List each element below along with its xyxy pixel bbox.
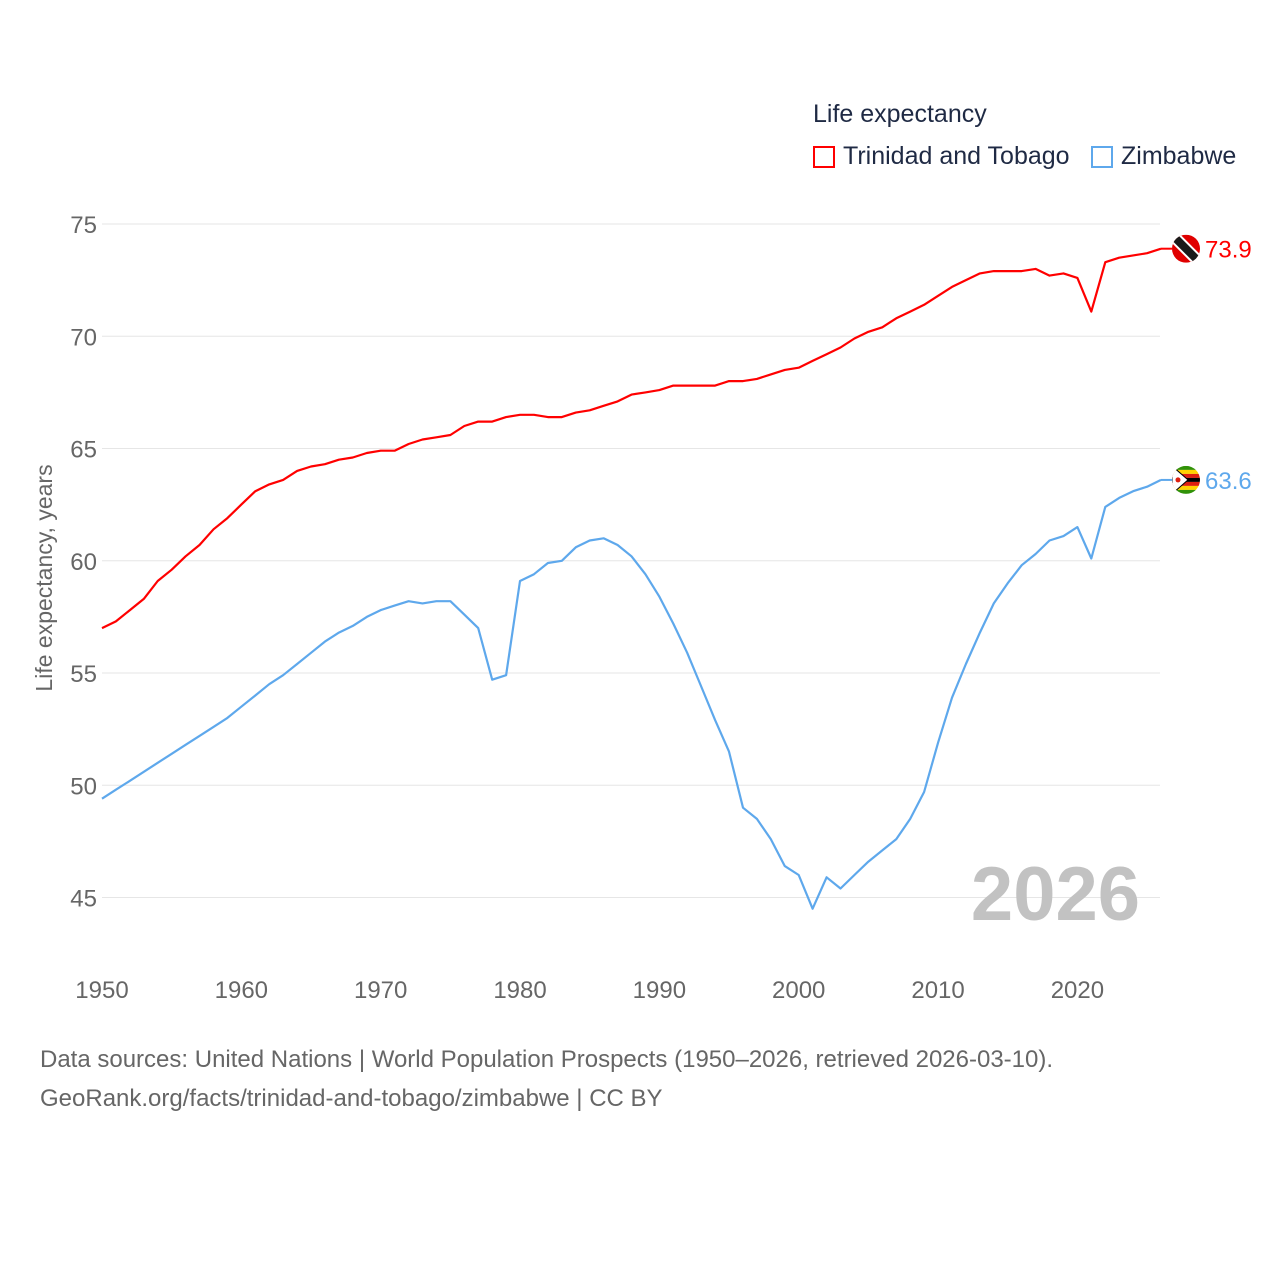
x-tick-label: 1960: [215, 977, 268, 1004]
legend-item-trinidad[interactable]: Trinidad and Tobago: [813, 142, 1070, 171]
series-line-zimbabwe: [101, 478, 1162, 910]
zimbabwe-flag-icon: [1172, 465, 1200, 494]
legend-label: Zimbabwe: [1121, 142, 1237, 170]
legend-label: Trinidad and Tobago: [843, 142, 1070, 170]
y-tick-label: 75: [70, 212, 97, 239]
trinidad-flag-icon: [1172, 234, 1200, 263]
x-tick-label: 1970: [354, 977, 407, 1004]
y-tick-label: 70: [70, 324, 97, 351]
end-value-label: 63.6: [1205, 468, 1252, 495]
end-value-label: 73.9: [1205, 237, 1252, 264]
y-tick-label: 55: [70, 661, 97, 688]
y-axis-label: Life expectancy, years: [31, 464, 57, 691]
legend-item-zimbabwe[interactable]: Zimbabwe: [1091, 142, 1236, 171]
legend-title: Life expectancy: [813, 100, 987, 128]
x-tick-label: 2000: [772, 977, 825, 1004]
legend-swatch: [1091, 145, 1113, 168]
x-tick-label: 2010: [911, 977, 964, 1004]
data-source-text: Data sources: United Nations | World Pop…: [40, 1046, 1054, 1073]
y-tick-label: 65: [70, 437, 97, 464]
y-tick-label: 50: [70, 773, 97, 800]
legend-swatch: [813, 145, 835, 168]
x-tick-label: 1980: [493, 977, 546, 1004]
y-tick-label: 60: [70, 549, 97, 576]
y-tick-label: 45: [70, 886, 97, 913]
attribution-link[interactable]: GeoRank.org/facts/trinidad-and-tobago/zi…: [40, 1085, 663, 1112]
series-line-trinidad: [101, 247, 1162, 630]
year-watermark: 2026: [971, 852, 1140, 937]
x-tick-label: 1950: [75, 977, 128, 1004]
x-tick-label: 2020: [1051, 977, 1104, 1004]
x-tick-label: 1990: [633, 977, 686, 1004]
